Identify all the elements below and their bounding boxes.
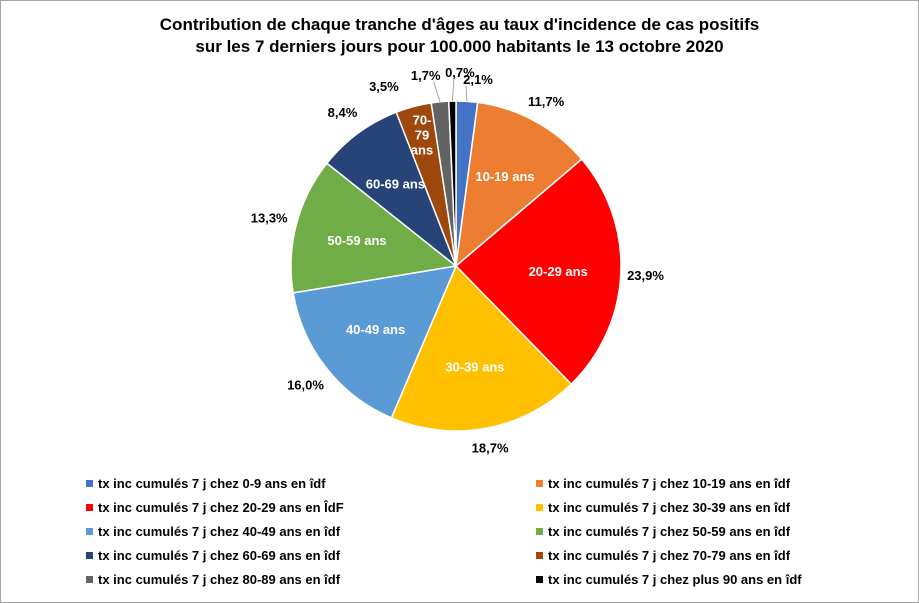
percent-label-0: 2,1% bbox=[463, 72, 493, 87]
pie-slice-3 bbox=[390, 264, 573, 432]
pie-slice-2 bbox=[454, 158, 622, 386]
slice-label-4: 40-49 ans bbox=[346, 322, 405, 337]
slice-label-7: 70-79 ans bbox=[411, 113, 433, 158]
slice-label-5: 50-59 ans bbox=[327, 233, 386, 248]
pie-slice-1 bbox=[455, 101, 583, 268]
percent-label-1: 11,7% bbox=[528, 94, 565, 109]
slice-label-1: 10-19 ans bbox=[475, 169, 534, 184]
percent-label-8: 1,7% bbox=[411, 68, 441, 83]
leader-line-0 bbox=[465, 85, 468, 102]
percent-label-4: 16,0% bbox=[287, 377, 324, 392]
pie-slice-5 bbox=[290, 162, 458, 294]
percent-label-5: 13,3% bbox=[251, 210, 288, 225]
pie-slice-4 bbox=[292, 265, 458, 419]
leader-line-9 bbox=[451, 78, 455, 102]
chart-title-line-1: Contribution de chaque tranche d'âges au… bbox=[159, 15, 760, 34]
pie-slice-6 bbox=[325, 111, 458, 269]
percent-label-9: 0,7% bbox=[445, 65, 475, 80]
slice-label-2: 20-29 ans bbox=[529, 264, 588, 279]
slice-label-6: 60-69 ans bbox=[366, 177, 425, 192]
percent-label-6: 8,4% bbox=[328, 105, 358, 120]
chart-title-line-2: sur les 7 derniers jours pour 100.000 ha… bbox=[195, 37, 724, 56]
slice-label-3: 30-39 ans bbox=[445, 360, 504, 375]
leader-line-8 bbox=[433, 81, 441, 102]
chart-title: Contribution de chaque tranche d'âges au… bbox=[0, 14, 919, 58]
pie-slice-9 bbox=[447, 100, 457, 267]
percent-label-3: 18,7% bbox=[472, 441, 509, 456]
percent-label-7: 3,5% bbox=[369, 79, 399, 94]
percent-label-2: 23,9% bbox=[627, 268, 664, 283]
